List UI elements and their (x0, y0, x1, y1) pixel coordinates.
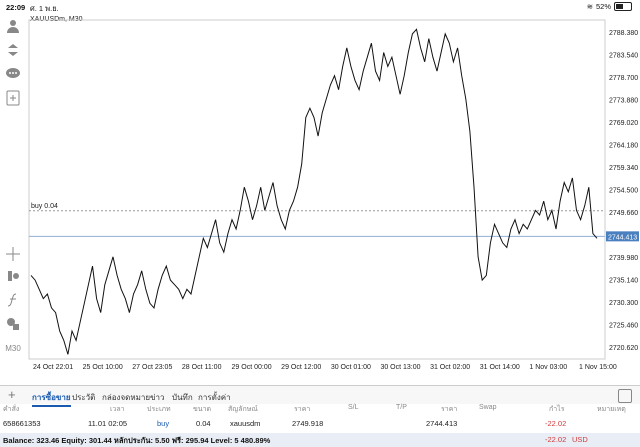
tab-news[interactable]: ข่าว (150, 393, 165, 402)
price-tick: 2735.140 (609, 277, 638, 284)
plot-frame (28, 19, 606, 360)
order-ticket: 658661353 (3, 419, 41, 428)
order-open-price: 2749.918 (292, 419, 324, 428)
price-chart: 2788.380 2783.540 2778.700 2773.880 2769.020… (28, 19, 639, 371)
currency: USD (572, 435, 588, 444)
price-tick: 2754.500 (609, 188, 638, 195)
plus-icon[interactable]: + (8, 387, 16, 402)
price-tick: 2769.020 (609, 120, 638, 127)
buy-order-label: buy 0.04 (31, 203, 58, 210)
detach-icon[interactable] (618, 389, 632, 403)
col-swap: Swap (479, 404, 497, 411)
price-tick: 2730.300 (609, 300, 638, 307)
time-tick: 24 Oct 22:01 (33, 364, 73, 371)
tab-trade[interactable]: การซื้อขาย (32, 391, 71, 407)
wifi-icon: ≋ (586, 2, 593, 11)
price-tick: 2739.980 (609, 255, 638, 262)
col-type: ประเภท (147, 406, 171, 413)
battery-percent: 52% (595, 2, 611, 11)
time-tick: 30 Oct 01:00 (331, 364, 371, 371)
col-order: คำสั่ง (3, 406, 20, 413)
col-profit: กำไร (549, 406, 565, 413)
price-tick: 2778.700 (609, 75, 638, 82)
table-row[interactable]: 658661353 11.01 02:05 buy 0.04 xauusdm 2… (0, 419, 640, 431)
col-size: ขนาด (193, 406, 212, 413)
time-tick: 28 Oct 11:00 (182, 364, 222, 371)
col-tp: T/P (396, 404, 407, 411)
time-tick: 31 Oct 02:00 (430, 364, 470, 371)
price-tick: 2788.380 (609, 30, 638, 37)
time-tick: 1 Nov 15:00 (579, 364, 617, 371)
time-tick: 29 Oct 00:00 (232, 364, 272, 371)
chat-icon[interactable] (3, 64, 23, 84)
shapes-icon[interactable] (3, 314, 23, 334)
price-tick: 2773.880 (609, 98, 638, 105)
objects-icon[interactable] (3, 266, 23, 286)
col-sl: S/L (348, 404, 359, 411)
col-current-price: ราคา (441, 406, 458, 413)
current-price-tag-label: 2744.413 (608, 234, 637, 241)
price-tick: 2764.180 (609, 143, 638, 150)
order-symbol: xauusdm (230, 419, 261, 428)
col-comment: หมายเหตุ (597, 406, 626, 413)
price-tick: 2759.340 (609, 165, 638, 172)
order-type: buy (157, 419, 170, 428)
time-tick: 29 Oct 12:00 (281, 364, 321, 371)
function-icon[interactable] (3, 290, 23, 310)
positions-header: คำสั่ง เวลา ประเภท ขนาด สัญลักษณ์ ราคา S… (0, 404, 640, 416)
status-date: ศ. 1 พ.ย. (30, 4, 59, 13)
timeframe-label: M30 (5, 343, 21, 353)
status-time: 22:09 (6, 3, 26, 12)
col-time: เวลา (110, 406, 125, 413)
time-tick: 25 Oct 10:00 (83, 364, 123, 371)
price-tick: 2783.540 (609, 53, 638, 60)
tab-mailbox[interactable]: กล่องจดหมาย (102, 393, 151, 402)
battery-icon (614, 2, 632, 11)
tab-history[interactable]: ประวัติ (72, 393, 96, 402)
chart-area[interactable]: 2788.380 2783.540 2778.700 2773.880 2769.020… (27, 14, 640, 384)
bottom-tabs: + การซื้อขาย ประวัติ กล่องจดหมาย ข่าว บั… (0, 385, 640, 407)
tab-journal[interactable]: บันทึก (172, 393, 193, 402)
order-size: 0.04 (196, 419, 211, 428)
order-profit: -22.02 (545, 419, 567, 428)
price-tick: 2749.660 (609, 210, 638, 217)
time-tick: 1 Nov 03:00 (529, 364, 567, 371)
add-indicator-icon[interactable] (3, 88, 23, 108)
total-profit: -22.02 (545, 435, 567, 444)
order-time: 11.01 02:05 (88, 419, 128, 428)
time-tick: 30 Oct 13:00 (380, 364, 420, 371)
col-price: ราคา (294, 406, 311, 413)
current-price-tag (606, 231, 639, 242)
trade-icon[interactable] (3, 40, 23, 60)
col-symbol: สัญลักษณ์ (228, 406, 258, 413)
status-bar: 22:09 ศ. 1 พ.ย. ≋ 52% (0, 0, 640, 14)
balance-bar: Balance: 323.46 Equity: 301.44 หลักประกั… (0, 433, 640, 447)
tab-settings[interactable]: การตั้งค่า (198, 393, 231, 402)
time-tick: 31 Oct 14:00 (480, 364, 520, 371)
price-tick: 2725.460 (609, 322, 638, 329)
order-current-price: 2744.413 (426, 419, 458, 428)
price-series-line (30, 28, 598, 355)
status-right: ≋ 52% (587, 2, 632, 11)
person-icon[interactable] (3, 16, 23, 36)
time-tick: 27 Oct 23:05 (132, 364, 172, 371)
crosshair-icon[interactable] (3, 244, 23, 264)
chart-toolbar: M30 (0, 14, 26, 384)
balance-summary: Balance: 323.46 Equity: 301.44 หลักประกั… (3, 436, 271, 445)
price-tick: 2720.620 (609, 345, 638, 352)
timeframe-button[interactable]: M30 (3, 338, 23, 358)
